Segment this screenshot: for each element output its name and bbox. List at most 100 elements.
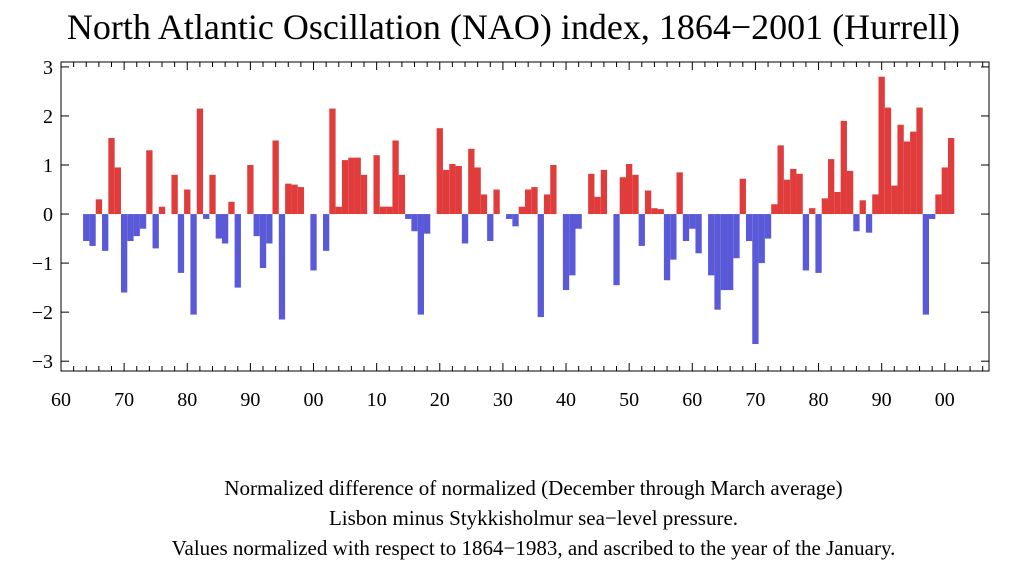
bar-1917 xyxy=(417,214,424,315)
bar-1957 xyxy=(670,214,677,260)
bar-1964 xyxy=(714,214,721,310)
bar-1981 xyxy=(821,198,829,215)
plot-frame xyxy=(60,61,990,372)
bar-1976 xyxy=(790,168,797,215)
bar-1996 xyxy=(916,107,923,215)
y-tick-label: 2 xyxy=(43,106,53,128)
bar-1928 xyxy=(487,214,494,242)
ticks-layer xyxy=(60,62,989,371)
bar-1938 xyxy=(550,165,557,215)
x-tick-label: 10 xyxy=(367,389,387,411)
bar-1955 xyxy=(657,209,664,215)
bar-1895 xyxy=(278,214,286,320)
bar-1970 xyxy=(752,214,759,345)
bar-1900 xyxy=(310,214,317,271)
bar-1999 xyxy=(935,194,942,215)
bar-1978 xyxy=(802,214,810,271)
bar-1988 xyxy=(865,214,873,233)
x-tick-label: 40 xyxy=(556,389,576,411)
bar-1903 xyxy=(329,108,336,215)
bar-1875 xyxy=(152,214,159,249)
bar-1968 xyxy=(739,178,746,215)
x-tick-label: 00 xyxy=(304,389,324,411)
bar-1908 xyxy=(360,174,368,215)
bar-1927 xyxy=(480,194,488,215)
bar-1912 xyxy=(386,206,393,215)
bar-1865 xyxy=(89,214,96,246)
bar-1998 xyxy=(929,214,936,219)
bar-1986 xyxy=(853,214,860,232)
x-tick-label: 60 xyxy=(51,389,71,411)
y-tick-label: 3 xyxy=(43,57,53,79)
bar-1869 xyxy=(114,167,121,215)
bar-1911 xyxy=(379,206,387,215)
bar-1961 xyxy=(695,214,702,254)
bar-1971 xyxy=(758,214,765,264)
bar-1944 xyxy=(588,173,595,215)
x-tick-label: 90 xyxy=(240,389,260,411)
bar-1959 xyxy=(682,214,690,242)
y-tick-label: 1 xyxy=(43,155,53,177)
bar-1945 xyxy=(594,196,601,215)
bar-1966 xyxy=(727,214,734,291)
bar-1923 xyxy=(455,165,462,215)
bar-2001 xyxy=(947,138,955,215)
bar-1898 xyxy=(297,187,305,215)
bar-1969 xyxy=(745,214,753,242)
y-tick-label: −1 xyxy=(32,253,53,275)
bar-1949 xyxy=(619,177,626,215)
bar-1975 xyxy=(783,179,791,215)
bar-1885 xyxy=(215,214,222,239)
bar-1884 xyxy=(209,174,216,215)
bar-1967 xyxy=(733,214,740,259)
bar-1910 xyxy=(373,155,380,215)
bar-1937 xyxy=(543,194,551,215)
bar-1952 xyxy=(638,214,645,246)
bar-1897 xyxy=(291,184,298,215)
bar-1980 xyxy=(815,214,822,273)
y-tick-label: 0 xyxy=(43,204,53,226)
bar-1940 xyxy=(562,214,570,291)
bar-1921 xyxy=(442,169,450,215)
bar-1886 xyxy=(221,214,229,244)
caption-line-3: Values normalized with respect to 1864−1… xyxy=(171,536,896,560)
bar-1881 xyxy=(190,214,197,315)
bar-1882 xyxy=(196,108,204,215)
bar-1993 xyxy=(897,124,904,215)
bar-1953 xyxy=(644,190,652,215)
bar-1904 xyxy=(335,206,342,215)
caption-line-1: Normalized difference of normalized (Dec… xyxy=(224,476,843,500)
bar-1868 xyxy=(108,138,115,215)
bar-1876 xyxy=(158,206,166,215)
y-tick-label: −3 xyxy=(32,351,53,373)
x-tick-label: 20 xyxy=(430,389,450,411)
bar-1866 xyxy=(95,199,103,215)
bar-1913 xyxy=(392,140,399,215)
bar-1918 xyxy=(423,214,431,234)
labels-layer: −3 −2 −1 0 1 2 3 60 70 80 90 00 10 20 30 40 50 60 70 80 90 00 xyxy=(32,57,955,411)
bar-1932 xyxy=(512,214,519,227)
bar-1914 xyxy=(398,174,406,215)
x-tick-label: 60 xyxy=(682,389,702,411)
bar-1929 xyxy=(493,189,500,215)
bar-1872 xyxy=(133,214,140,237)
bar-1977 xyxy=(796,173,803,215)
bar-1935 xyxy=(531,187,538,215)
y-tick-label: −2 xyxy=(32,302,53,324)
bar-1870 xyxy=(120,214,128,293)
bar-1867 xyxy=(102,214,109,251)
bar-1948 xyxy=(613,214,620,286)
x-tick-label: 70 xyxy=(114,389,134,411)
x-tick-label: 70 xyxy=(745,389,765,411)
bar-1965 xyxy=(720,214,728,291)
bar-1879 xyxy=(177,214,185,273)
bar-1878 xyxy=(171,174,178,215)
bar-1874 xyxy=(146,150,153,215)
bar-1931 xyxy=(506,214,513,219)
bar-1906 xyxy=(348,157,355,215)
bar-1963 xyxy=(708,214,715,276)
bar-1896 xyxy=(285,183,292,215)
bar-1990 xyxy=(878,76,885,215)
bar-1951 xyxy=(632,174,639,215)
bar-1924 xyxy=(461,214,469,244)
